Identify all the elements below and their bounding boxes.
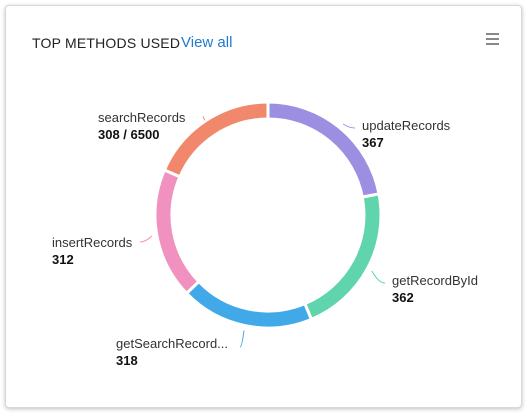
donut-slice bbox=[302, 192, 383, 322]
slice-label: getRecordById bbox=[392, 273, 478, 288]
view-all-link[interactable]: View all bbox=[181, 34, 233, 51]
slice-value: 362 bbox=[392, 290, 414, 305]
slice-value: 312 bbox=[52, 252, 74, 267]
donut-slice bbox=[162, 100, 270, 179]
slice-label: insertRecords bbox=[52, 235, 133, 250]
slice-label: updateRecords bbox=[362, 118, 451, 133]
card: TOP METHODS USED View all bbox=[5, 5, 522, 408]
slice-value: 318 bbox=[116, 353, 138, 368]
leader-line bbox=[239, 330, 245, 348]
card-title: TOP METHODS USED bbox=[32, 35, 181, 51]
leader-line bbox=[342, 123, 356, 129]
slice-label: searchRecords bbox=[98, 110, 186, 125]
donut-slice bbox=[153, 167, 201, 296]
leader-line bbox=[139, 235, 153, 243]
menu-icon[interactable] bbox=[486, 33, 500, 45]
donut-slice bbox=[184, 279, 314, 330]
slice-value: 308 / 6500 bbox=[98, 127, 159, 142]
slice-value: 367 bbox=[362, 135, 384, 150]
slice-label: getSearchRecord... bbox=[116, 336, 228, 351]
leader-line bbox=[371, 270, 386, 284]
leader-line bbox=[202, 116, 206, 121]
